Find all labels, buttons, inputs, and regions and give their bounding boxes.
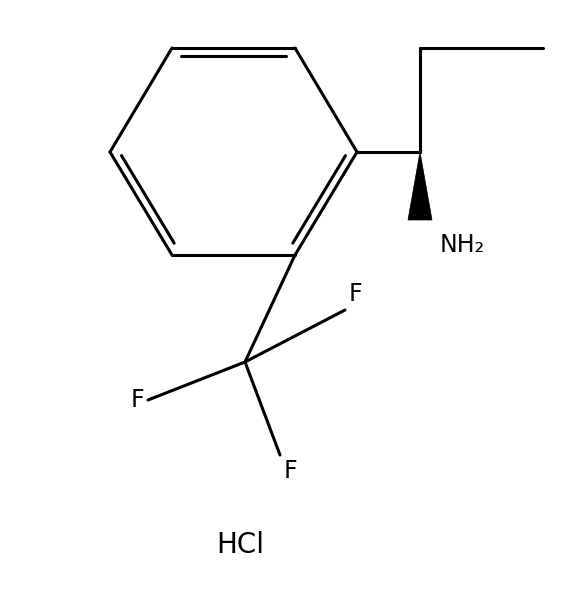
Text: NH₂: NH₂ — [440, 233, 485, 257]
Text: F: F — [130, 388, 144, 412]
Polygon shape — [408, 152, 432, 220]
Text: F: F — [349, 282, 363, 306]
Text: F: F — [284, 459, 297, 483]
Text: HCl: HCl — [216, 531, 264, 559]
